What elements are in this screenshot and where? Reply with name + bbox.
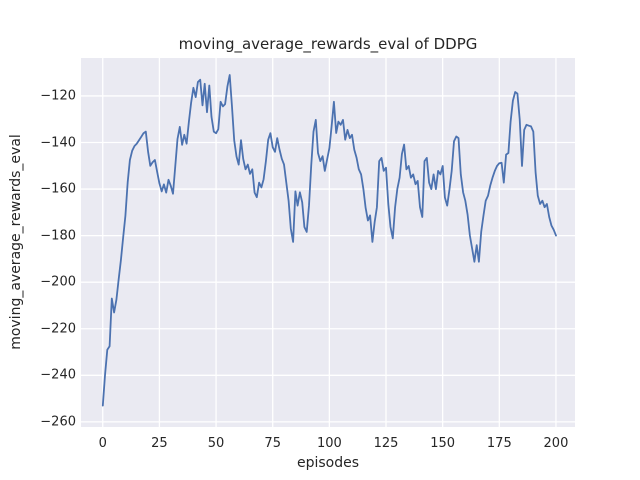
- x-tick-label: 125: [373, 436, 399, 451]
- reward-line-series: [101, 74, 557, 407]
- y-tick-label: −260: [40, 414, 76, 430]
- y-tick-label: −180: [40, 228, 76, 244]
- y-tick-label: −200: [40, 274, 76, 290]
- y-tick-label: −240: [40, 367, 76, 383]
- x-axis-label: episodes: [296, 455, 360, 471]
- x-tick-label: 200: [543, 436, 569, 451]
- gridlines: [81, 58, 575, 427]
- chart-title: moving_average_rewards_eval of DDPG: [178, 35, 478, 53]
- y-tick-label: −140: [40, 135, 76, 150]
- x-tick-label: 150: [430, 436, 456, 451]
- y-tick-label: −160: [40, 181, 76, 197]
- x-tick-label: 25: [151, 436, 168, 451]
- x-tick-label: 100: [316, 436, 342, 451]
- x-tick-label: 175: [486, 436, 512, 451]
- plot-area: [81, 58, 575, 427]
- y-axis-label: moving_average_rewards_eval: [8, 134, 24, 350]
- x-tick-label: 50: [207, 436, 225, 451]
- y-tick-label: −120: [40, 88, 76, 104]
- x-tick-label: 0: [98, 436, 107, 451]
- x-tick-label: 75: [264, 436, 281, 451]
- chart-canvas: [81, 58, 575, 427]
- y-tick-label: −220: [40, 321, 76, 337]
